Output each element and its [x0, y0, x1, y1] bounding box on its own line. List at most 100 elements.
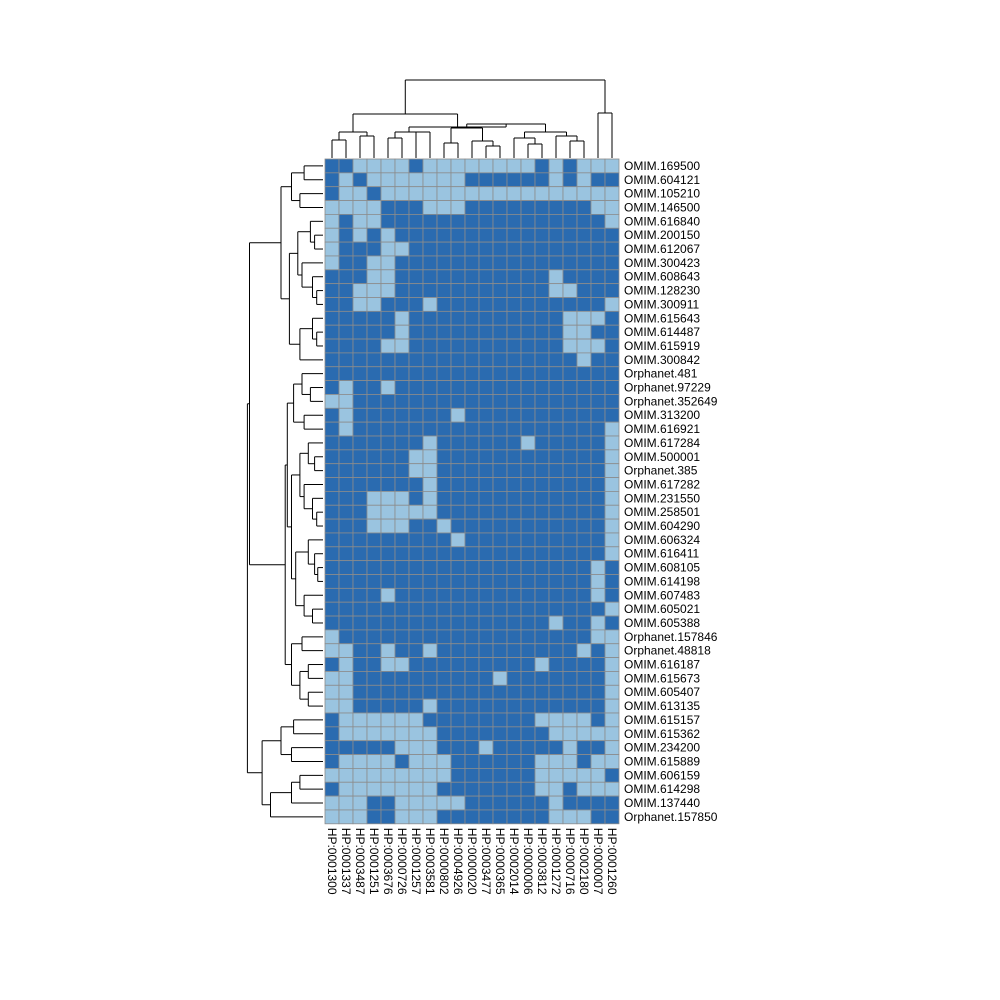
heatmap-cell: [366, 338, 382, 354]
heatmap-cell: [604, 657, 620, 672]
heatmap-cell: [492, 172, 508, 188]
heatmap-cell: [604, 477, 620, 492]
heatmap-cell: [478, 200, 494, 215]
heatmap-cell: [366, 795, 382, 811]
heatmap-cell: [576, 671, 592, 686]
heatmap-cell: [394, 532, 410, 548]
heatmap-cell: [436, 338, 452, 354]
heatmap-cell: [338, 186, 354, 201]
heatmap-cell: [590, 172, 606, 188]
heatmap-cell: [478, 684, 494, 700]
heatmap-cell: [590, 698, 606, 714]
heatmap-cell: [520, 615, 536, 631]
heatmap-cell: [478, 449, 494, 465]
heatmap-cell: [324, 698, 340, 714]
heatmap-cell: [324, 324, 340, 340]
heatmap-cell: [394, 546, 410, 562]
heatmap-cell: [394, 643, 410, 659]
heatmap-cell: [604, 255, 620, 271]
heatmap-cell: [576, 504, 592, 520]
heatmap-cell: [520, 809, 536, 825]
row-label: OMIM.258501: [624, 505, 700, 519]
heatmap-cell: [548, 629, 564, 645]
heatmap-cell: [520, 338, 536, 354]
heatmap-cell: [408, 283, 424, 298]
heatmap-cell: [492, 241, 508, 257]
heatmap-cell: [408, 518, 424, 534]
heatmap-cell: [380, 795, 396, 811]
heatmap-cell: [534, 463, 550, 478]
heatmap-cell: [394, 449, 410, 465]
heatmap-cell: [436, 324, 452, 340]
heatmap-cell: [436, 574, 452, 589]
heatmap-cell: [534, 477, 550, 492]
heatmap-cell: [478, 726, 494, 742]
heatmap-cell: [380, 213, 396, 229]
heatmap-cell: [548, 726, 564, 742]
heatmap-cell: [366, 726, 382, 742]
heatmap-cell: [394, 380, 410, 395]
row-label: OMIM.616921: [624, 422, 700, 436]
row-label: OMIM.300842: [624, 353, 700, 367]
heatmap-cell: [408, 269, 424, 285]
heatmap-cell: [366, 684, 382, 700]
heatmap-cell: [408, 352, 424, 368]
heatmap-cell: [478, 768, 494, 783]
heatmap-cell: [394, 283, 410, 298]
heatmap-cell: [366, 449, 382, 465]
heatmap-cell: [478, 601, 494, 617]
heatmap-cell: [576, 795, 592, 811]
column-label: HP:0001260: [605, 828, 619, 895]
heatmap-cell: [534, 504, 550, 520]
heatmap-cell: [590, 255, 606, 271]
heatmap-cell: [380, 366, 396, 382]
row-label: OMIM.615157: [624, 713, 700, 727]
heatmap-cell: [562, 518, 578, 534]
column-label: HP:0003581: [423, 828, 437, 895]
heatmap-cell: [506, 754, 522, 769]
heatmap-cell: [506, 310, 522, 326]
heatmap-cell: [520, 380, 536, 395]
heatmap-cell: [422, 338, 438, 354]
heatmap-cell: [450, 684, 466, 700]
heatmap-cell: [520, 241, 536, 257]
row-labels: OMIM.169500OMIM.604121OMIM.105210OMIM.14…: [624, 159, 718, 824]
heatmap-cell: [436, 643, 452, 659]
heatmap-cell: [562, 712, 578, 728]
heatmap-cell: [464, 795, 480, 811]
heatmap-cell: [408, 241, 424, 257]
row-label: OMIM.605021: [624, 602, 700, 616]
heatmap-cell: [324, 601, 340, 617]
heatmap-cell: [422, 546, 438, 562]
heatmap-cell: [562, 380, 578, 395]
heatmap-cell: [422, 504, 438, 520]
heatmap-cell: [422, 407, 438, 423]
heatmap-cell: [548, 172, 564, 188]
heatmap-cell: [450, 477, 466, 492]
heatmap-cell: [604, 490, 620, 506]
heatmap-cell: [520, 657, 536, 672]
heatmap-cell: [534, 158, 550, 174]
heatmap-cell: [408, 601, 424, 617]
heatmap-cell: [436, 504, 452, 520]
heatmap-cell: [478, 269, 494, 285]
heatmap-cell: [436, 698, 452, 714]
heatmap-cell: [450, 352, 466, 368]
heatmap-cell: [394, 435, 410, 451]
heatmap-cell: [366, 643, 382, 659]
heatmap-cell: [366, 657, 382, 672]
heatmap-cell: [520, 421, 536, 437]
heatmap-cell: [492, 200, 508, 215]
heatmap-cell: [436, 657, 452, 672]
heatmap-cell: [576, 172, 592, 188]
heatmap-cell: [478, 227, 494, 243]
heatmap-cell: [562, 629, 578, 645]
heatmap-cell: [352, 574, 368, 589]
heatmap-cell: [408, 380, 424, 395]
heatmap-cell: [338, 352, 354, 368]
heatmap-cell: [408, 740, 424, 755]
heatmap-cell: [534, 532, 550, 548]
heatmap-cell: [604, 352, 620, 368]
heatmap-cell: [548, 712, 564, 728]
heatmap-cell: [478, 241, 494, 257]
